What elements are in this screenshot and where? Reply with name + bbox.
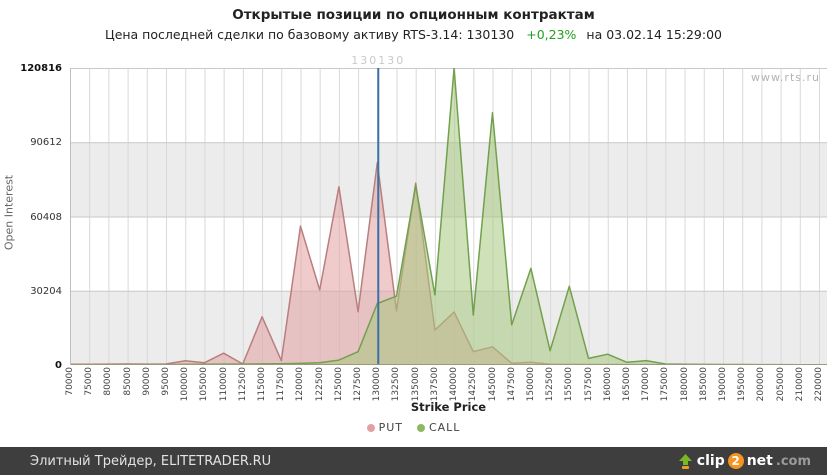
y-tick-label: 0: [55, 360, 62, 371]
y-tick-label: 60408: [30, 211, 62, 223]
logo-text-2: 2: [727, 453, 744, 469]
put-legend-dot-icon: [366, 423, 375, 432]
footer-bar: Элитный Трейдер, ELITETRADER.RU clip 2 net…: [0, 447, 827, 475]
call-legend-dot-icon: [416, 423, 425, 432]
upload-arrow-icon: [678, 453, 692, 469]
watermark: www.rts.ru: [750, 71, 820, 84]
y-tick-label: 120816: [20, 63, 62, 74]
legend: PUT CALL: [0, 421, 827, 434]
y-axis-tick-labels: 0 30204 60408 90612 120816: [0, 63, 64, 371]
chart-canvas: [70, 68, 827, 365]
legend-item-put: PUT: [366, 421, 403, 434]
plot-area: [70, 68, 827, 365]
logo-text-clip: clip: [696, 453, 725, 469]
clip2net-logo[interactable]: clip 2 net .com: [677, 453, 811, 470]
call-legend-label: CALL: [428, 421, 461, 434]
x-axis-title: Strike Price: [410, 400, 487, 414]
footer-credit: Элитный Трейдер, ELITETRADER.RU: [30, 453, 272, 469]
subtitle-date: на 03.02.14 15:29:00: [586, 27, 723, 42]
chart-title: Открытые позиции по опционным контрактам: [232, 7, 595, 23]
price-change-badge: +0,23%: [526, 27, 577, 42]
logo-text-com: .com: [775, 453, 811, 469]
y-tick-label: 90612: [30, 137, 62, 149]
logo-text-net: net: [746, 453, 773, 469]
subtitle-text: Цена последней сделки по базовому активу…: [104, 27, 515, 42]
y-tick-label: 30204: [30, 285, 62, 297]
last-price-marker-label: 130130: [351, 54, 406, 67]
chart-subtitle: Цена последней сделки по базовому активу…: [0, 27, 827, 42]
legend-item-call: CALL: [416, 421, 461, 434]
put-legend-label: PUT: [378, 421, 403, 434]
